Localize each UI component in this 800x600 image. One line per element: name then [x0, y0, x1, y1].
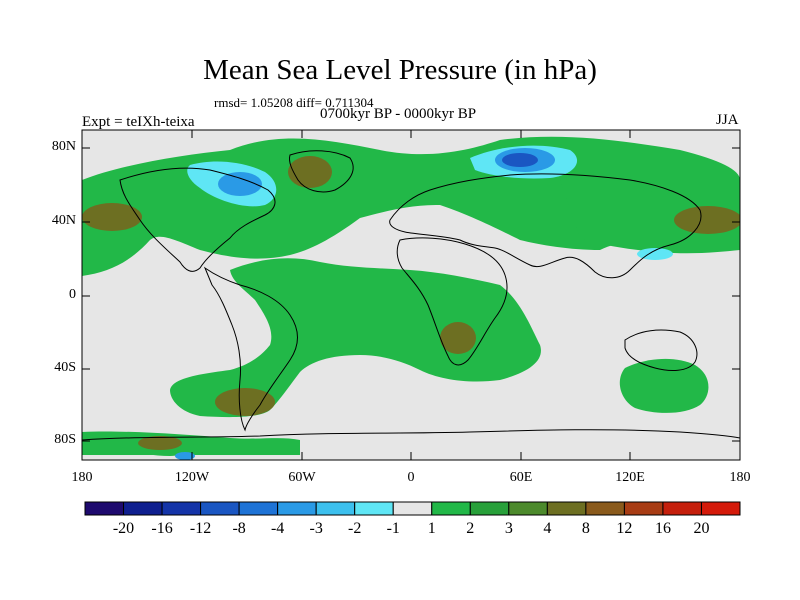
latitude-label: 40S — [54, 360, 76, 375]
colorbar — [84, 501, 741, 516]
colorbar-label: 3 — [504, 520, 513, 537]
map-title: Mean Sea Level Pressure (in hPa) — [203, 54, 597, 86]
stats-label: rmsd= 1.05208 diff= 0.711304 — [214, 95, 374, 110]
experiment-label: Expt = teIXh-teixa — [82, 114, 195, 130]
latitude-label: 0 — [69, 287, 76, 302]
longitude-label: 180 — [729, 470, 751, 485]
colorbar-label: 2 — [466, 520, 475, 537]
colorbar-label: 8 — [581, 520, 590, 537]
colorbar-box — [84, 501, 125, 516]
colorbar-label: -4 — [270, 520, 285, 537]
period-label: 0700kyr BP - 0000kyr BP — [320, 106, 477, 122]
colorbar-box — [315, 501, 356, 516]
colorbar-box — [546, 501, 587, 516]
longitude-label: 60W — [288, 470, 316, 485]
season-label: JJA — [716, 112, 739, 128]
colorbar-box — [123, 501, 163, 516]
colorbar-label: -1 — [386, 520, 400, 537]
latitude-label: 40N — [51, 213, 76, 228]
anomaly-field-blue — [175, 145, 673, 460]
map-area — [82, 130, 740, 460]
colorbar-label: -20 — [112, 520, 135, 537]
colorbar-box — [277, 501, 317, 516]
colorbar-label: -2 — [348, 520, 362, 537]
longitude-label: 120W — [174, 470, 210, 485]
colorbar-box — [392, 501, 433, 516]
anomaly-field-olive — [82, 156, 740, 450]
colorbar-box — [354, 501, 394, 516]
longitude-label: 60E — [509, 470, 533, 485]
colorbar-box — [700, 501, 741, 516]
latitude-label: 80S — [54, 432, 76, 447]
colorbar-box — [662, 501, 702, 516]
colorbar-box — [623, 501, 664, 516]
colorbar-label: 12 — [616, 520, 633, 537]
colorbar-label: 16 — [654, 520, 671, 537]
axis-ticks — [81, 130, 741, 460]
colorbar-box — [585, 501, 625, 516]
colorbar-label: 1 — [427, 520, 436, 537]
colorbar-label: -3 — [309, 520, 323, 537]
coastlines — [82, 150, 740, 441]
colorbar-label: -16 — [151, 520, 173, 537]
colorbar-box — [469, 501, 510, 516]
colorbar-box — [161, 501, 202, 516]
colorbar-box — [508, 501, 548, 516]
colorbar-label: -8 — [232, 520, 246, 537]
colorbar-label: -12 — [189, 520, 212, 537]
colorbar-label: 20 — [693, 520, 710, 537]
longitude-label: 0 — [407, 470, 415, 485]
longitude-label: 180 — [71, 470, 93, 485]
latitude-label: 80N — [51, 139, 76, 154]
colorbar-label: 4 — [543, 520, 552, 537]
longitude-label: 120E — [615, 470, 645, 485]
colorbar-box — [200, 501, 240, 516]
colorbar-box — [431, 501, 471, 516]
colorbar-box — [238, 501, 279, 516]
